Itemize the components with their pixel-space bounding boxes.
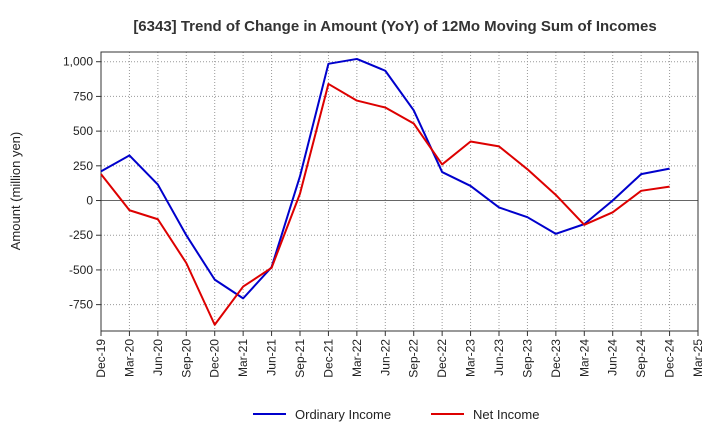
x-tick-label: Dec-21 bbox=[321, 339, 335, 378]
series-line-net-income bbox=[100, 82, 670, 326]
x-tick-label: Jun-24 bbox=[606, 339, 620, 376]
y-tick-label: -500 bbox=[69, 263, 93, 277]
chart-title: [6343] Trend of Change in Amount (YoY) o… bbox=[133, 18, 656, 35]
grid bbox=[100, 52, 699, 331]
x-tick-label: Sep-24 bbox=[634, 339, 648, 378]
series-line-ordinary-income bbox=[100, 57, 670, 300]
x-tick-label: Mar-23 bbox=[464, 339, 478, 377]
y-axis-label: Amount (million yen) bbox=[8, 132, 23, 251]
y-tick-label: -250 bbox=[69, 228, 93, 242]
x-tick-label: Sep-23 bbox=[520, 339, 534, 378]
x-tick-label: Mar-21 bbox=[236, 339, 250, 377]
y-tick-label: 1,000 bbox=[63, 55, 93, 69]
x-tick-label: Dec-20 bbox=[208, 339, 222, 378]
y-tick-label: 750 bbox=[73, 89, 93, 103]
legend: Ordinary Income Net Income bbox=[253, 407, 539, 422]
y-tick-label: 0 bbox=[86, 194, 93, 208]
x-tick-label: Mar-24 bbox=[577, 339, 591, 377]
x-tick-label: Sep-21 bbox=[293, 339, 307, 378]
x-tick-label: Mar-22 bbox=[350, 339, 364, 377]
legend-label-ordinary-income: Ordinary Income bbox=[295, 407, 391, 422]
x-tick-label: Jun-22 bbox=[378, 339, 392, 376]
x-tick-label: Mar-25 bbox=[691, 339, 705, 377]
plot-frame bbox=[100, 51, 699, 332]
x-tick-label: Sep-20 bbox=[179, 339, 193, 378]
x-tick-label: Jun-20 bbox=[151, 339, 165, 376]
x-tick-label: Jun-23 bbox=[492, 339, 506, 376]
y-tick-label: 500 bbox=[73, 124, 93, 138]
y-tick-label: -750 bbox=[69, 298, 93, 312]
y-tick-label: 250 bbox=[73, 159, 93, 173]
x-tick-label: Mar-20 bbox=[122, 339, 136, 377]
x-tick-label: Jun-21 bbox=[265, 339, 279, 376]
legend-label-net-income: Net Income bbox=[473, 407, 539, 422]
series-lines bbox=[100, 57, 670, 326]
x-tick-label: Sep-22 bbox=[407, 339, 421, 378]
axes: 1,000 750 500 250 0 -250 -500 -750 Dec-19 Mar-20 J… bbox=[63, 51, 705, 378]
x-tick-label: Dec-19 bbox=[94, 339, 108, 378]
x-tick-label: Dec-23 bbox=[549, 339, 563, 378]
x-tick-label: Dec-22 bbox=[435, 339, 449, 378]
x-tick-label: Dec-24 bbox=[663, 339, 677, 378]
